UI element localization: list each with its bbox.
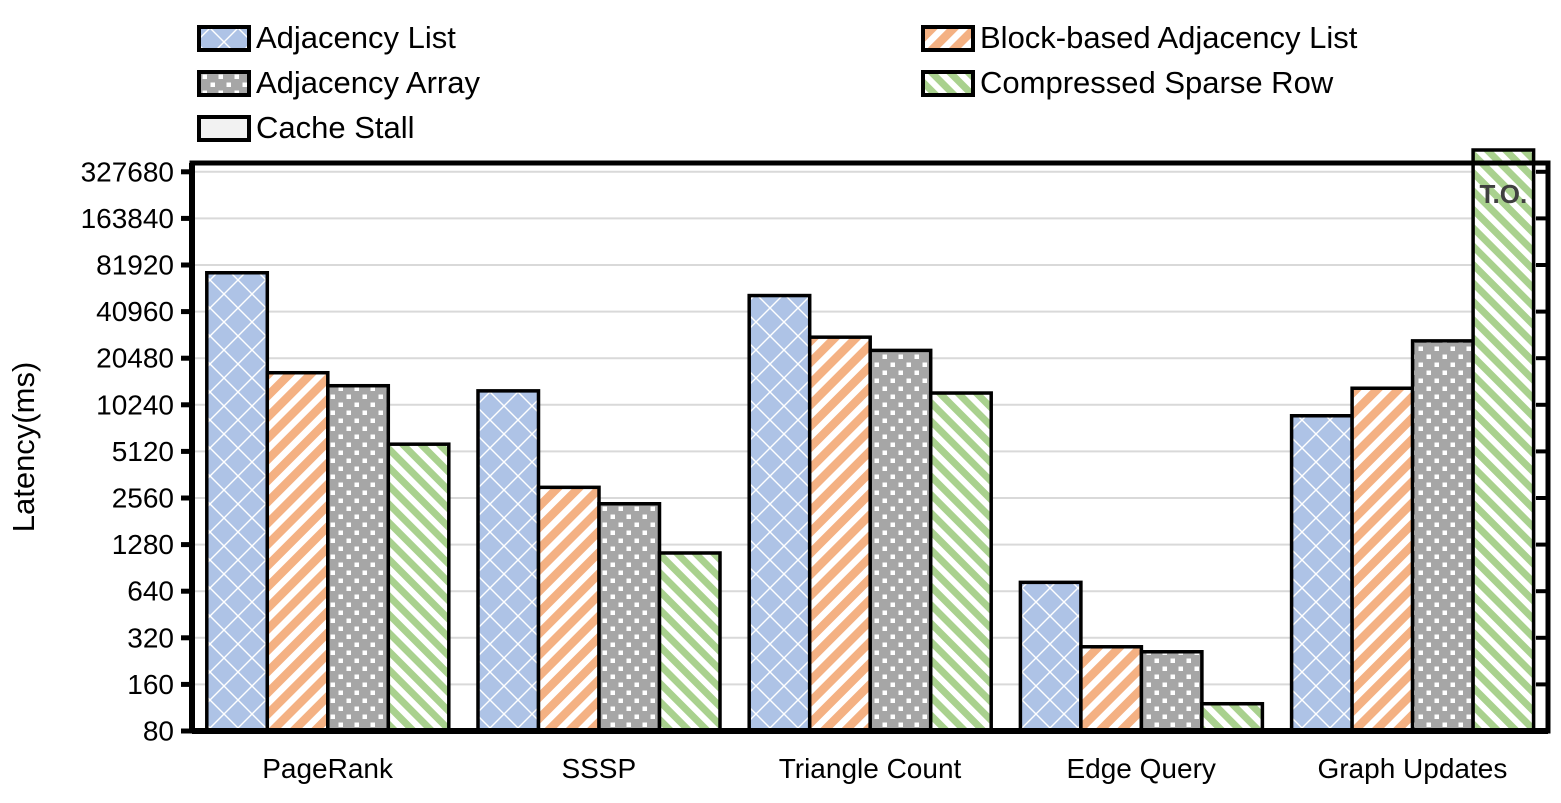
y-tick-label-160: 160	[127, 669, 174, 700]
y-axis-title: Latency(ms)	[6, 362, 41, 533]
bar-compressed-sparse-row-graph-updates	[1471, 148, 1536, 733]
x-category-label-graph-updates: Graph Updates	[1317, 753, 1507, 784]
bar-compressed-sparse-row-sssp	[657, 551, 722, 733]
bar-compressed-sparse-row-triangle-count	[928, 391, 993, 733]
y-tick-label-320: 320	[127, 622, 174, 653]
legend-swatch-green-stripes	[921, 70, 975, 97]
bar-adjacency-array-edge-query	[1139, 650, 1204, 733]
y-tick-label-640: 640	[127, 576, 174, 607]
x-category-label-triangle-count: Triangle Count	[779, 753, 962, 784]
bar-adjacency-list-graph-updates	[1289, 414, 1354, 733]
y-tick-label-10240: 10240	[96, 389, 174, 420]
bar-adjacency-array-pagerank	[326, 383, 391, 733]
chart-legend: Adjacency List Adjacency Array Cache Stall…	[197, 20, 1358, 145]
legend-label-adjacency-list: Adjacency List	[256, 20, 456, 55]
plot-frame	[189, 160, 1551, 734]
x-category-label-edge-query: Edge Query	[1066, 753, 1215, 784]
bar-adjacency-list-edge-query	[1018, 580, 1083, 733]
timeout-annotation: T.O.	[1480, 179, 1528, 209]
legend-swatch-gray-dots	[197, 70, 251, 97]
legend-item-cache-stall: Cache Stall	[197, 110, 415, 145]
y-tick-label-2560: 2560	[112, 483, 174, 514]
axis-ticks	[181, 169, 1548, 734]
x-category-label-pagerank: PageRank	[262, 753, 394, 784]
y-tick-label-81920: 81920	[96, 250, 174, 281]
legend-swatch-blue-diamonds	[197, 25, 251, 52]
y-tick-label-163840: 163840	[81, 203, 174, 234]
bar-block-based-adjacency-list-edge-query	[1079, 645, 1144, 733]
y-tick-label-20480: 20480	[96, 343, 174, 374]
bars	[205, 148, 1536, 733]
bar-adjacency-list-pagerank	[205, 271, 270, 733]
legend-swatch-orange-stripes	[921, 25, 975, 52]
bar-compressed-sparse-row-pagerank	[386, 442, 451, 733]
y-tick-label-327680: 327680	[81, 156, 174, 187]
bar-block-based-adjacency-list-graph-updates	[1350, 386, 1415, 733]
legend-item-block-based-adjacency-list: Block-based Adjacency List	[921, 20, 1358, 55]
legend-label-adjacency-array: Adjacency Array	[256, 65, 480, 100]
legend-label-cache-stall: Cache Stall	[256, 110, 415, 145]
legend-item-adjacency-list: Adjacency List	[197, 20, 456, 55]
bar-compressed-sparse-row-edge-query	[1200, 701, 1265, 733]
bar-adjacency-array-graph-updates	[1410, 339, 1475, 733]
y-tick-label-40960: 40960	[96, 296, 174, 327]
bar-adjacency-array-sssp	[597, 502, 662, 733]
legend-swatch-plain	[197, 115, 251, 142]
x-category-label-sssp: SSSP	[561, 753, 636, 784]
legend-label-compressed-sparse-row: Compressed Sparse Row	[980, 65, 1334, 100]
bar-block-based-adjacency-list-triangle-count	[807, 335, 872, 733]
legend-item-compressed-sparse-row: Compressed Sparse Row	[921, 65, 1334, 100]
legend-item-adjacency-array: Adjacency Array	[197, 65, 480, 100]
bar-block-based-adjacency-list-sssp	[536, 485, 601, 733]
bar-adjacency-array-triangle-count	[868, 348, 933, 733]
legend-label-block-based-adjacency-list: Block-based Adjacency List	[980, 20, 1358, 55]
y-tick-label-1280: 1280	[112, 529, 174, 560]
axis-labels: 80 160 320 640 1280 2560 5120 10240 20480 40960 81…	[6, 156, 1507, 784]
bar-adjacency-list-sssp	[476, 389, 541, 733]
annotations: T.O.	[1480, 179, 1528, 209]
bar-block-based-adjacency-list-pagerank	[265, 370, 330, 733]
y-tick-label-80: 80	[143, 716, 174, 747]
bar-adjacency-list-triangle-count	[747, 293, 812, 733]
y-tick-label-5120: 5120	[112, 436, 174, 467]
